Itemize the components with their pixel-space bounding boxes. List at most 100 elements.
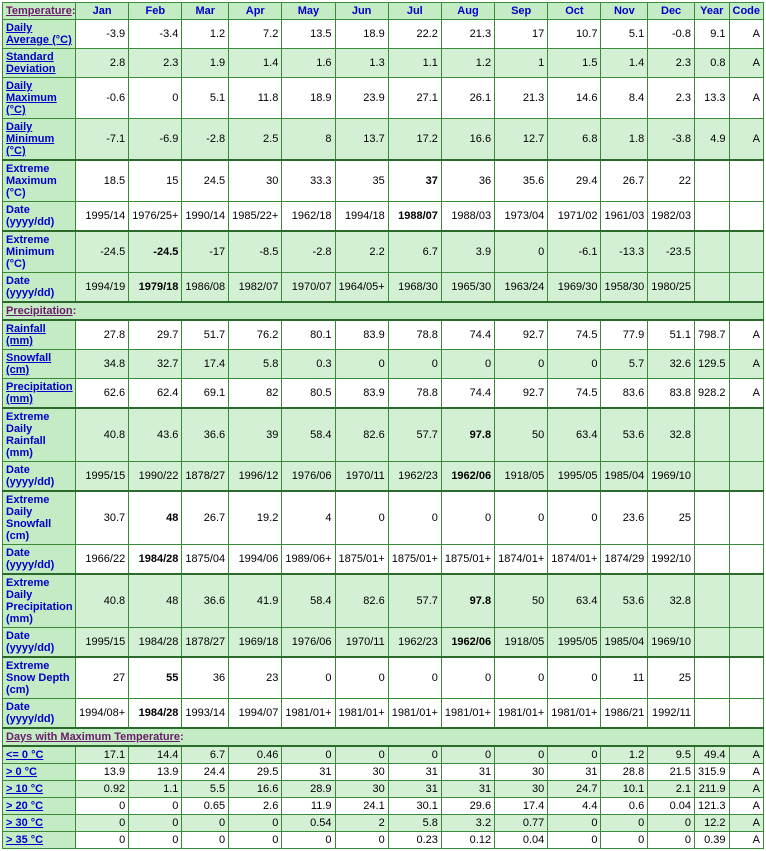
cell: 1875/01+	[441, 545, 494, 575]
cell: 24.7	[548, 781, 601, 798]
section-header-temperature[interactable]: Temperature:	[3, 3, 76, 20]
cell: 1982/03	[648, 202, 695, 232]
cell: -0.6	[76, 78, 129, 119]
row-label[interactable]: Daily Maximum (°C)	[3, 78, 76, 119]
cell: 28.8	[601, 764, 648, 781]
cell: 29.7	[129, 320, 182, 350]
cell: 1976/06	[282, 628, 335, 658]
cell: 1.4	[229, 49, 282, 78]
cell	[729, 160, 764, 202]
cell: 0	[129, 78, 182, 119]
cell: 2.8	[76, 49, 129, 78]
cell: 57.7	[388, 574, 441, 628]
cell: 53.6	[601, 408, 648, 462]
data-row: Extreme Daily Precipitation (mm)40.84836…	[3, 574, 764, 628]
cell: 1918/05	[495, 628, 548, 658]
cell: 1981/01+	[495, 699, 548, 729]
cell: 12.2	[694, 815, 729, 832]
row-label[interactable]: > 10 °C	[3, 781, 76, 798]
cell	[694, 699, 729, 729]
cell: 24.5	[182, 160, 229, 202]
cell: 6.8	[548, 119, 601, 161]
cell: 80.1	[282, 320, 335, 350]
data-row: > 35 °C0000000.230.120.040000.39A	[3, 832, 764, 849]
cell: 22.2	[388, 20, 441, 49]
cell: 48	[129, 491, 182, 545]
cell: 18.9	[335, 20, 388, 49]
row-label[interactable]: > 35 °C	[3, 832, 76, 849]
cell: 36	[182, 657, 229, 699]
cell	[694, 462, 729, 492]
cell: 1.1	[129, 781, 182, 798]
cell	[729, 574, 764, 628]
row-label[interactable]: <= 0 °C	[3, 746, 76, 764]
cell: 1.3	[335, 49, 388, 78]
cell: 211.9	[694, 781, 729, 798]
cell: 0	[548, 491, 601, 545]
cell: 23.9	[335, 78, 388, 119]
cell: 1986/08	[182, 273, 229, 303]
cell: 0	[129, 832, 182, 849]
cell: 1985/04	[601, 628, 648, 658]
col-header-may: May	[282, 3, 335, 20]
cell: 3.9	[441, 231, 494, 273]
cell: -13.3	[601, 231, 648, 273]
data-row: <= 0 °C17.114.46.70.460000001.29.549.4A	[3, 746, 764, 764]
cell: 798.7	[694, 320, 729, 350]
cell: 36.6	[182, 574, 229, 628]
row-label[interactable]: > 0 °C	[3, 764, 76, 781]
cell: 1874/01+	[495, 545, 548, 575]
col-header-oct: Oct	[548, 3, 601, 20]
cell: 13.5	[282, 20, 335, 49]
cell: 78.8	[388, 320, 441, 350]
cell: 4.9	[694, 119, 729, 161]
row-label[interactable]: > 30 °C	[3, 815, 76, 832]
cell: 121.3	[694, 798, 729, 815]
row-label[interactable]: Rainfall (mm)	[3, 320, 76, 350]
cell: 16.6	[229, 781, 282, 798]
cell	[729, 408, 764, 462]
cell: -2.8	[282, 231, 335, 273]
cell: 35	[335, 160, 388, 202]
row-label[interactable]: > 20 °C	[3, 798, 76, 815]
cell	[694, 491, 729, 545]
cell: A	[729, 832, 764, 849]
row-label: Extreme Daily Snowfall (cm)	[3, 491, 76, 545]
cell: 32.8	[648, 574, 695, 628]
row-label[interactable]: Standard Deviation	[3, 49, 76, 78]
cell: 2.2	[335, 231, 388, 273]
cell: 1994/18	[335, 202, 388, 232]
cell: 5.1	[601, 20, 648, 49]
cell: 1979/18	[129, 273, 182, 303]
section-header[interactable]: Days with Maximum Temperature:	[3, 728, 764, 746]
cell	[694, 545, 729, 575]
cell	[694, 628, 729, 658]
cell: 1980/25	[648, 273, 695, 303]
data-row: Extreme Minimum (°C)-24.5-24.5-17-8.5-2.…	[3, 231, 764, 273]
cell: 33.3	[282, 160, 335, 202]
section-header[interactable]: Precipitation:	[3, 302, 764, 320]
cell: 10.7	[548, 20, 601, 49]
cell	[729, 699, 764, 729]
cell: 0	[282, 746, 335, 764]
cell: 0.04	[495, 832, 548, 849]
row-label[interactable]: Daily Average (°C)	[3, 20, 76, 49]
cell: 9.5	[648, 746, 695, 764]
row-label[interactable]: Daily Minimum (°C)	[3, 119, 76, 161]
row-label[interactable]: Precipitation (mm)	[3, 379, 76, 409]
cell: 0.12	[441, 832, 494, 849]
cell	[729, 273, 764, 303]
cell: 13.9	[76, 764, 129, 781]
cell: 82	[229, 379, 282, 409]
cell	[694, 202, 729, 232]
data-row: Extreme Maximum (°C)18.51524.53033.33537…	[3, 160, 764, 202]
row-label: Extreme Minimum (°C)	[3, 231, 76, 273]
cell: 30.1	[388, 798, 441, 815]
cell: A	[729, 764, 764, 781]
cell: 1985/04	[601, 462, 648, 492]
cell: 1962/23	[388, 462, 441, 492]
cell: A	[729, 78, 764, 119]
row-label[interactable]: Snowfall (cm)	[3, 350, 76, 379]
cell: 1988/07	[388, 202, 441, 232]
cell: 77.9	[601, 320, 648, 350]
